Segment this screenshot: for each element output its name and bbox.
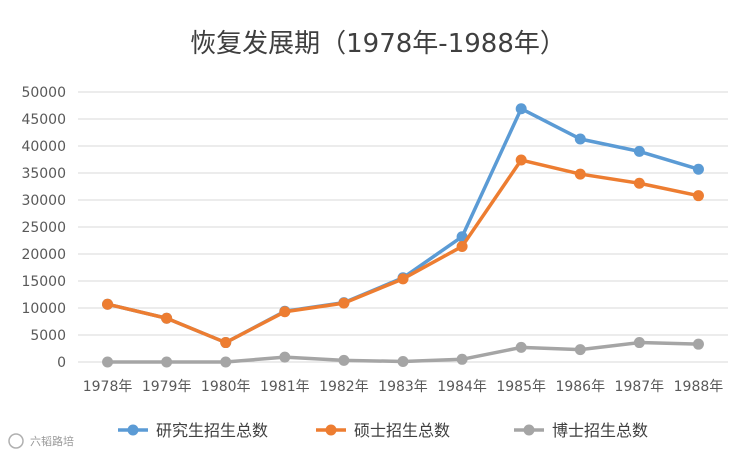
data-point bbox=[102, 356, 114, 368]
x-tick-label: 1981年 bbox=[260, 379, 310, 395]
data-point bbox=[161, 356, 173, 368]
legend-swatch-marker bbox=[325, 424, 337, 436]
legend-item-1: 研究生招生总数 bbox=[118, 421, 268, 440]
data-point bbox=[574, 168, 586, 180]
data-point bbox=[515, 341, 527, 353]
legend: 研究生招生总数 硕士招生总数 博士招生总数 bbox=[118, 421, 648, 440]
gridlines bbox=[78, 91, 728, 363]
watermark-icon bbox=[8, 433, 24, 449]
data-point bbox=[161, 312, 173, 324]
legend-label: 硕士招生总数 bbox=[354, 421, 450, 440]
data-point bbox=[338, 297, 350, 309]
x-tick-label: 1979年 bbox=[142, 379, 192, 395]
data-point bbox=[220, 337, 232, 349]
data-point bbox=[515, 154, 527, 166]
y-tick-label: 25000 bbox=[21, 220, 66, 236]
data-point bbox=[456, 353, 468, 365]
y-tick-label: 45000 bbox=[21, 112, 66, 128]
y-tick-label: 0 bbox=[57, 355, 66, 371]
chart-title: 恢复发展期（1978年-1988年） bbox=[190, 29, 566, 59]
y-tick-label: 20000 bbox=[21, 247, 66, 263]
series-2 bbox=[102, 154, 704, 349]
legend-label: 博士招生总数 bbox=[552, 421, 648, 440]
x-axis-ticks: 1978年 1979年 1980年 1981年 1982年 1983年 1984年 1985年… bbox=[83, 379, 724, 395]
y-tick-label: 15000 bbox=[21, 274, 66, 290]
y-tick-label: 10000 bbox=[21, 301, 66, 317]
y-axis-ticks: 0 5000 10000 15000 20000 25000 30000 35000 40000… bbox=[21, 85, 66, 371]
x-tick-label: 1980年 bbox=[201, 379, 251, 395]
series-line bbox=[105, 106, 701, 345]
series-group bbox=[102, 103, 704, 368]
watermark: 六韬路培 bbox=[8, 433, 74, 449]
series-1 bbox=[102, 103, 704, 349]
data-point bbox=[279, 306, 291, 318]
data-point bbox=[633, 177, 645, 189]
data-point bbox=[633, 145, 645, 157]
legend-swatch-marker bbox=[523, 424, 535, 436]
data-point bbox=[338, 354, 350, 366]
y-tick-label: 40000 bbox=[21, 139, 66, 155]
legend-item-3: 博士招生总数 bbox=[514, 421, 648, 440]
x-tick-label: 1985年 bbox=[496, 379, 546, 395]
legend-item-2: 硕士招生总数 bbox=[316, 421, 450, 440]
y-tick-label: 5000 bbox=[30, 328, 66, 344]
x-tick-label: 1978年 bbox=[83, 379, 133, 395]
data-point bbox=[279, 351, 291, 363]
x-tick-label: 1984年 bbox=[437, 379, 487, 395]
x-tick-label: 1983年 bbox=[378, 379, 428, 395]
x-tick-label: 1987年 bbox=[615, 379, 665, 395]
data-point bbox=[692, 190, 704, 202]
data-point bbox=[397, 273, 409, 285]
y-tick-label: 30000 bbox=[21, 193, 66, 209]
y-tick-label: 35000 bbox=[21, 166, 66, 182]
data-point bbox=[574, 133, 586, 145]
data-point bbox=[692, 163, 704, 175]
legend-swatch-marker bbox=[127, 424, 139, 436]
watermark-text: 六韬路培 bbox=[30, 434, 74, 448]
x-tick-label: 1982年 bbox=[319, 379, 369, 395]
data-point bbox=[220, 356, 232, 368]
data-point bbox=[515, 103, 527, 115]
data-point bbox=[397, 355, 409, 367]
data-point bbox=[102, 298, 114, 310]
y-tick-label: 50000 bbox=[21, 85, 66, 101]
x-tick-label: 1986年 bbox=[555, 379, 605, 395]
series-line bbox=[105, 158, 701, 345]
legend-label: 研究生招生总数 bbox=[156, 421, 268, 440]
series-3 bbox=[102, 337, 704, 368]
x-tick-label: 1988年 bbox=[674, 379, 724, 395]
data-point bbox=[456, 240, 468, 252]
data-point bbox=[574, 344, 586, 356]
data-point bbox=[692, 338, 704, 350]
data-point bbox=[633, 337, 645, 349]
